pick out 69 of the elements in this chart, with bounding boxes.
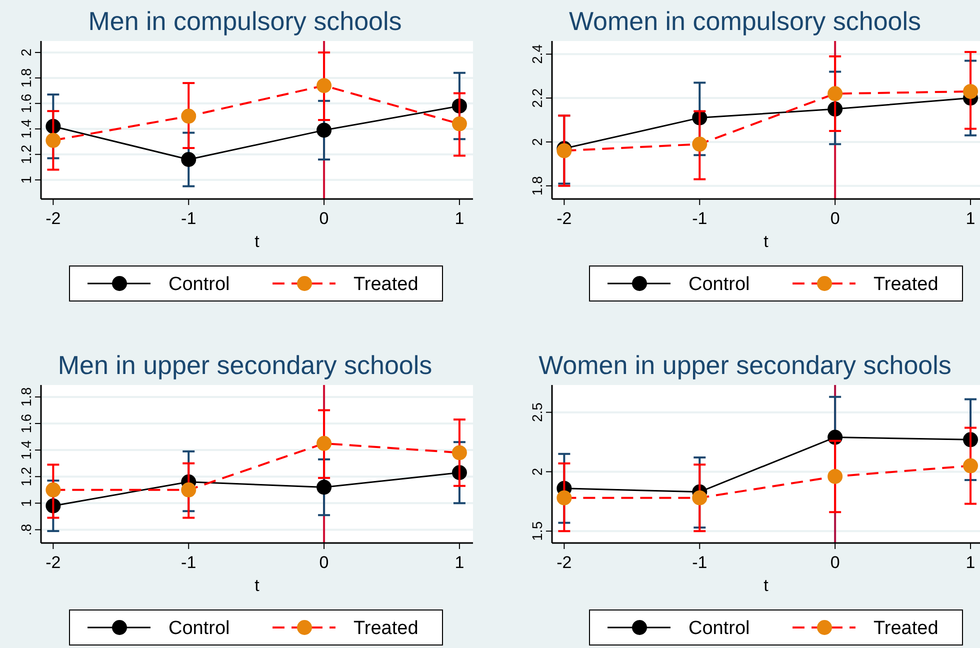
point xyxy=(556,490,572,506)
y-tick-label: 1.2 xyxy=(18,144,34,164)
y-tick-label: 1.6 xyxy=(18,93,34,114)
point xyxy=(452,116,467,132)
y-tick-label: 1.2 xyxy=(18,466,34,486)
y-tick-label: 2 xyxy=(529,138,545,146)
x-axis-title: t xyxy=(764,576,769,595)
point xyxy=(316,480,332,495)
y-tick-label: 1.5 xyxy=(529,521,545,541)
legend-label: Treated xyxy=(874,274,938,295)
x-axis-title: t xyxy=(254,576,260,595)
point xyxy=(46,482,61,498)
x-tick-label: 1 xyxy=(454,553,464,572)
legend-label: Treated xyxy=(354,274,418,295)
point xyxy=(316,78,332,94)
point xyxy=(181,482,196,498)
x-tick-label: 0 xyxy=(319,209,329,228)
legend-label: Control xyxy=(168,618,230,639)
y-tick-label: 1.6 xyxy=(18,414,34,434)
y-tick-label: 1.4 xyxy=(18,440,34,460)
point xyxy=(46,132,61,148)
point xyxy=(828,468,843,484)
x-tick-label: 0 xyxy=(830,553,840,572)
point xyxy=(963,84,978,99)
point xyxy=(316,122,332,138)
x-tick-label: 0 xyxy=(830,209,840,228)
x-tick-label: 1 xyxy=(966,553,976,572)
point xyxy=(963,458,978,474)
x-tick-label: -2 xyxy=(46,209,61,228)
x-tick-label: -2 xyxy=(556,553,572,572)
x-tick-label: -1 xyxy=(181,209,196,228)
x-tick-label: -2 xyxy=(556,209,572,228)
point xyxy=(181,152,196,167)
x-tick-label: 1 xyxy=(966,209,976,228)
point xyxy=(828,86,843,102)
chart-title: Women in compulsory schools xyxy=(568,6,922,36)
y-tick-label: 1.4 xyxy=(18,118,34,139)
x-axis-title: t xyxy=(254,232,260,251)
point xyxy=(316,436,332,451)
y-tick-label: 1.8 xyxy=(18,68,34,88)
x-tick-label: 0 xyxy=(319,553,329,572)
legend-label: Control xyxy=(688,618,750,639)
y-tick-label: .8 xyxy=(18,524,34,536)
x-tick-label: 1 xyxy=(454,209,464,228)
y-tick-label: 2.2 xyxy=(529,88,545,108)
point xyxy=(181,108,196,124)
y-tick-label: 1.8 xyxy=(18,387,34,407)
y-tick-label: 2.5 xyxy=(529,402,545,422)
y-tick-label: 2.4 xyxy=(529,44,545,64)
point xyxy=(692,490,708,506)
y-tick-label: 1 xyxy=(18,176,34,184)
chart-title: Women in upper secondary schools xyxy=(538,350,952,380)
x-tick-label: -1 xyxy=(692,209,708,228)
chart-title: Men in compulsory schools xyxy=(88,6,402,36)
point xyxy=(452,445,467,460)
y-tick-label: 2 xyxy=(18,48,34,56)
point xyxy=(692,136,708,152)
x-axis-title: t xyxy=(764,232,769,251)
legend-label: Treated xyxy=(354,618,418,639)
y-tick-label: 1 xyxy=(18,499,34,508)
y-tick-label: 2 xyxy=(529,468,545,476)
x-tick-label: -2 xyxy=(46,553,61,572)
legend-label: Control xyxy=(168,274,230,295)
legend-label: Treated xyxy=(874,618,938,639)
y-tick-label: 1.8 xyxy=(529,176,545,196)
x-tick-label: -1 xyxy=(692,553,708,572)
legend-label: Control xyxy=(688,274,750,295)
chart-title: Men in upper secondary schools xyxy=(58,350,432,380)
x-tick-label: -1 xyxy=(181,553,196,572)
